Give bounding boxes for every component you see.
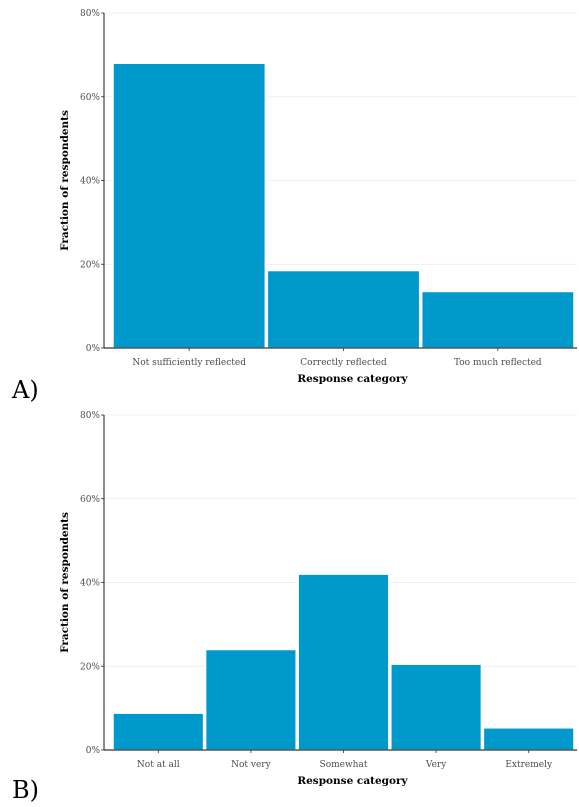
y-axis-title: Fraction of respondents (59, 110, 71, 251)
x-tick-label: Not at all (137, 760, 180, 770)
y-tick-label: 20% (80, 662, 100, 672)
y-tick-label: 60% (80, 93, 100, 103)
panel-label: A) (11, 376, 39, 404)
y-tick-label: 20% (80, 260, 100, 270)
x-tick-label: Very (425, 760, 447, 770)
x-tick-label: Somewhat (320, 760, 368, 770)
chart-a: 0% 20% 40% 60% 80% Not sufficiently reflected… (11, 9, 577, 404)
x-axis-title: Response category (297, 775, 408, 787)
bar (112, 62, 267, 349)
x-tick-label: Not very (231, 760, 271, 770)
x-tick-label: Correctly reflected (300, 358, 387, 368)
y-tick-label: 60% (80, 495, 100, 505)
bar (266, 269, 421, 349)
bar (297, 573, 390, 751)
x-tick-label: Not sufficiently reflected (132, 358, 246, 368)
panel-label: B) (12, 776, 39, 804)
x-tick-label: Extremely (505, 760, 553, 770)
bar (204, 648, 297, 751)
bar (482, 727, 575, 751)
y-tick-label: 80% (80, 9, 100, 19)
bar (420, 290, 575, 349)
y-tick-label: 80% (80, 411, 100, 421)
y-tick-label: 40% (80, 177, 100, 187)
y-axis-title: Fraction of respondents (59, 512, 71, 653)
y-tick-label: 0% (86, 746, 101, 756)
bar (390, 663, 483, 751)
y-tick-label: 0% (86, 344, 101, 354)
bar (112, 712, 205, 751)
y-tick-label: 40% (80, 579, 100, 589)
chart-b: 0% 20% 40% 60% 80% Not at all Not very Somewhat… (12, 411, 577, 804)
x-tick-label: Too much reflected (454, 358, 542, 368)
x-axis-title: Response category (297, 373, 408, 385)
